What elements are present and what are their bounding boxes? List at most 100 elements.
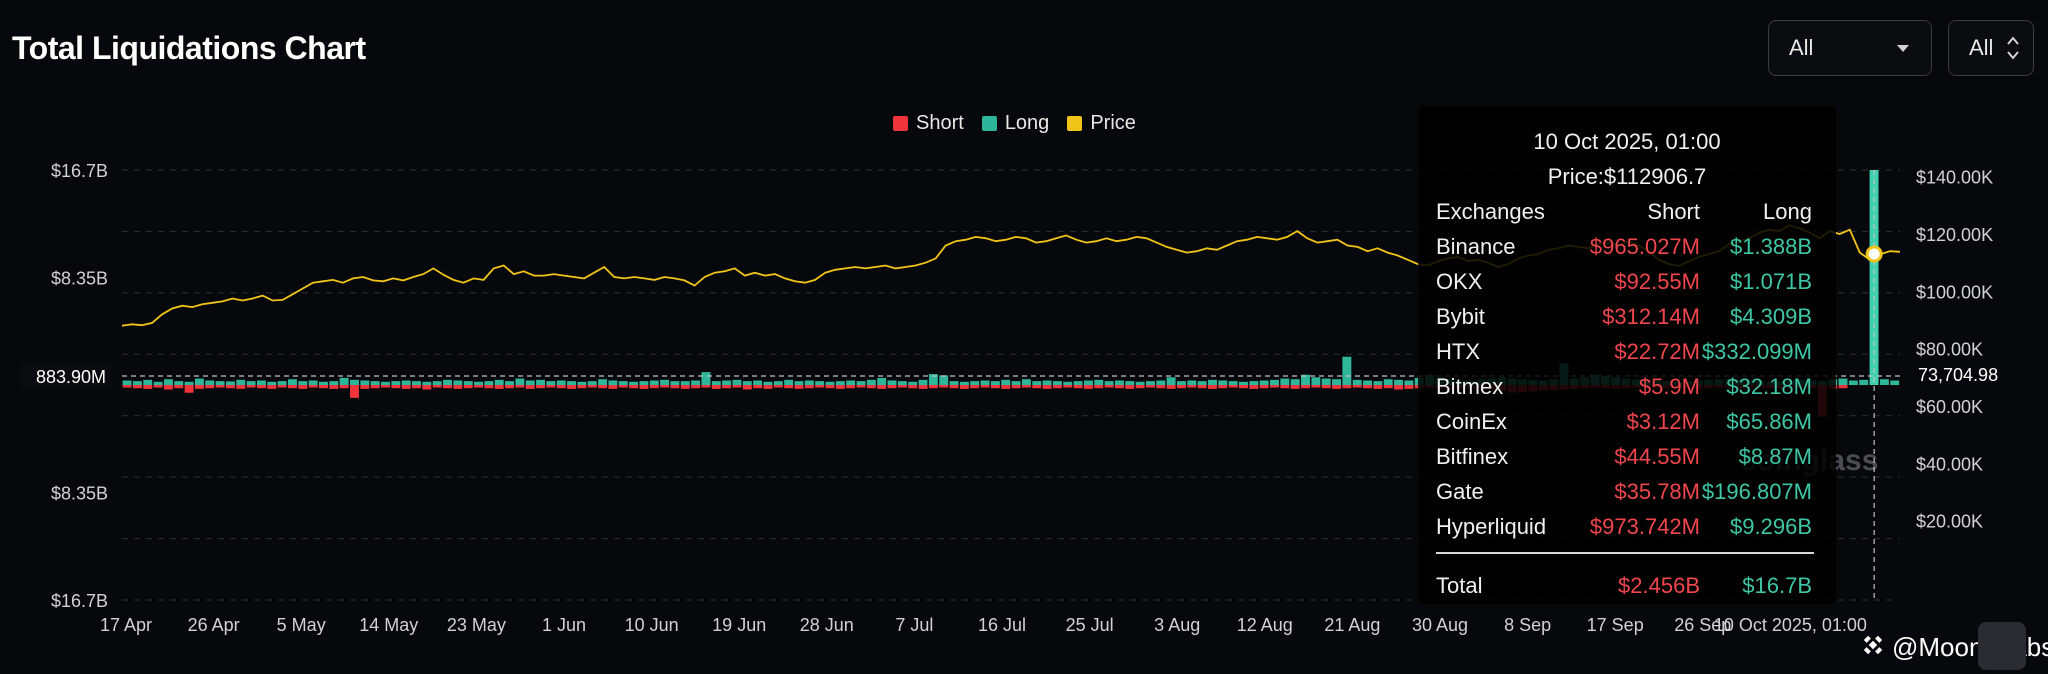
short-bar bbox=[194, 385, 204, 389]
long-bar bbox=[598, 379, 608, 385]
tooltip-row: Binance $965.027M $1.388B bbox=[1436, 229, 1832, 264]
long-bar bbox=[536, 379, 546, 385]
legend-item-short[interactable]: Short bbox=[893, 112, 964, 135]
tooltip-long: $32.18M bbox=[1726, 374, 1812, 399]
short-bar bbox=[1249, 385, 1259, 389]
x-axis-tick-label: 28 Jun bbox=[800, 615, 854, 635]
long-bar bbox=[1373, 381, 1383, 385]
long-bar bbox=[918, 379, 928, 385]
long-bar bbox=[329, 381, 339, 385]
short-bar bbox=[308, 385, 318, 388]
chart-legend: Short Long Price bbox=[893, 112, 1136, 135]
long-bar bbox=[1197, 381, 1207, 385]
short-bar bbox=[443, 385, 452, 389]
long-bar bbox=[742, 381, 752, 385]
tooltip-exchange: Bitfinex bbox=[1436, 444, 1509, 469]
long-bar bbox=[1394, 379, 1404, 385]
short-bar bbox=[505, 385, 515, 389]
long-bar bbox=[1083, 380, 1093, 385]
short-bar bbox=[329, 385, 339, 389]
short-bar bbox=[877, 385, 887, 389]
short-bar bbox=[1208, 385, 1217, 389]
short-bar bbox=[546, 385, 556, 388]
short-bar bbox=[722, 385, 732, 389]
long-bar bbox=[990, 381, 1000, 385]
long-bar bbox=[143, 379, 153, 385]
long-bar bbox=[1404, 380, 1414, 385]
long-bar bbox=[505, 381, 515, 385]
short-bar bbox=[701, 385, 711, 388]
legend-swatch-long bbox=[981, 116, 997, 131]
x-axis-tick-label: 17 Apr bbox=[100, 615, 152, 635]
long-bar bbox=[866, 379, 876, 385]
short-bar bbox=[1342, 385, 1352, 389]
tooltip-short: $973.742M bbox=[1589, 514, 1700, 539]
legend-item-price[interactable]: Price bbox=[1067, 112, 1136, 135]
short-bar bbox=[959, 385, 969, 389]
long-bar bbox=[194, 378, 204, 385]
long-bar bbox=[515, 378, 525, 385]
long-bar bbox=[1838, 378, 1848, 385]
tooltip-row: CoinEx $3.12M $65.86M bbox=[1436, 404, 1832, 439]
long-bar bbox=[846, 380, 856, 385]
tooltip-header-short: Short bbox=[1647, 199, 1700, 224]
short-bar bbox=[474, 385, 484, 388]
long-bar bbox=[753, 380, 763, 385]
short-bar bbox=[1052, 385, 1062, 389]
long-bar bbox=[319, 381, 328, 385]
long-bar bbox=[122, 380, 132, 385]
long-bar bbox=[153, 381, 163, 385]
short-bar bbox=[122, 385, 132, 388]
tooltip-long: $8.87M bbox=[1738, 444, 1812, 469]
up-down-chevron-icon bbox=[2007, 35, 2019, 61]
tooltip-header-long: Long bbox=[1763, 199, 1812, 224]
short-bar bbox=[1001, 385, 1011, 389]
left-axis-tick-label: $8.35B bbox=[51, 269, 108, 289]
short-bar bbox=[287, 385, 297, 389]
x-axis-tick-label: 10 Oct 2025, 01:00 bbox=[1714, 615, 1867, 635]
long-bar bbox=[1166, 377, 1176, 385]
short-bar bbox=[990, 385, 1000, 389]
long-bar bbox=[856, 381, 866, 385]
tooltip-short: $44.55M bbox=[1614, 444, 1700, 469]
long-bar bbox=[1890, 380, 1900, 385]
long-bar bbox=[1032, 381, 1042, 385]
short-bar bbox=[1166, 385, 1176, 389]
tooltip-short: $5.9M bbox=[1638, 374, 1700, 399]
long-bar bbox=[835, 381, 845, 385]
tooltip-total-long: $16.7B bbox=[1742, 573, 1812, 598]
long-bar bbox=[980, 380, 990, 385]
x-axis-tick-label: 10 Jun bbox=[625, 615, 679, 635]
long-bar bbox=[391, 381, 401, 385]
short-bar bbox=[928, 385, 938, 389]
long-bar bbox=[784, 379, 794, 385]
short-bar bbox=[1135, 385, 1145, 389]
long-bar bbox=[1042, 380, 1052, 385]
short-bar bbox=[711, 385, 721, 389]
long-bar bbox=[773, 381, 783, 385]
exchange-select[interactable]: All bbox=[1768, 20, 1932, 76]
tooltip-row: Hyperliquid $973.742M $9.296B bbox=[1436, 509, 1832, 544]
short-bar bbox=[608, 385, 618, 389]
short-bar bbox=[567, 385, 577, 389]
short-bar bbox=[246, 385, 256, 388]
long-bar bbox=[422, 381, 432, 385]
long-bar bbox=[1270, 379, 1279, 385]
short-bar bbox=[784, 385, 794, 389]
long-bar bbox=[629, 381, 639, 385]
short-bar bbox=[381, 385, 390, 388]
long-bar bbox=[701, 372, 711, 385]
coin-select[interactable]: All bbox=[1948, 20, 2034, 76]
x-axis-tick-label: 14 May bbox=[359, 615, 418, 635]
corner-widget[interactable] bbox=[1978, 622, 2026, 670]
short-bar bbox=[918, 385, 928, 389]
short-bar bbox=[1321, 385, 1331, 389]
short-bar bbox=[1187, 385, 1197, 388]
legend-item-long[interactable]: Long bbox=[981, 112, 1049, 135]
chart-tooltip: 10 Oct 2025, 01:00 Price:$112906.7 Excha… bbox=[1418, 106, 1836, 604]
short-bar bbox=[939, 385, 949, 388]
short-bar bbox=[1259, 385, 1269, 389]
short-bar bbox=[174, 385, 184, 389]
short-bar bbox=[432, 385, 442, 388]
long-bar bbox=[1290, 379, 1300, 385]
